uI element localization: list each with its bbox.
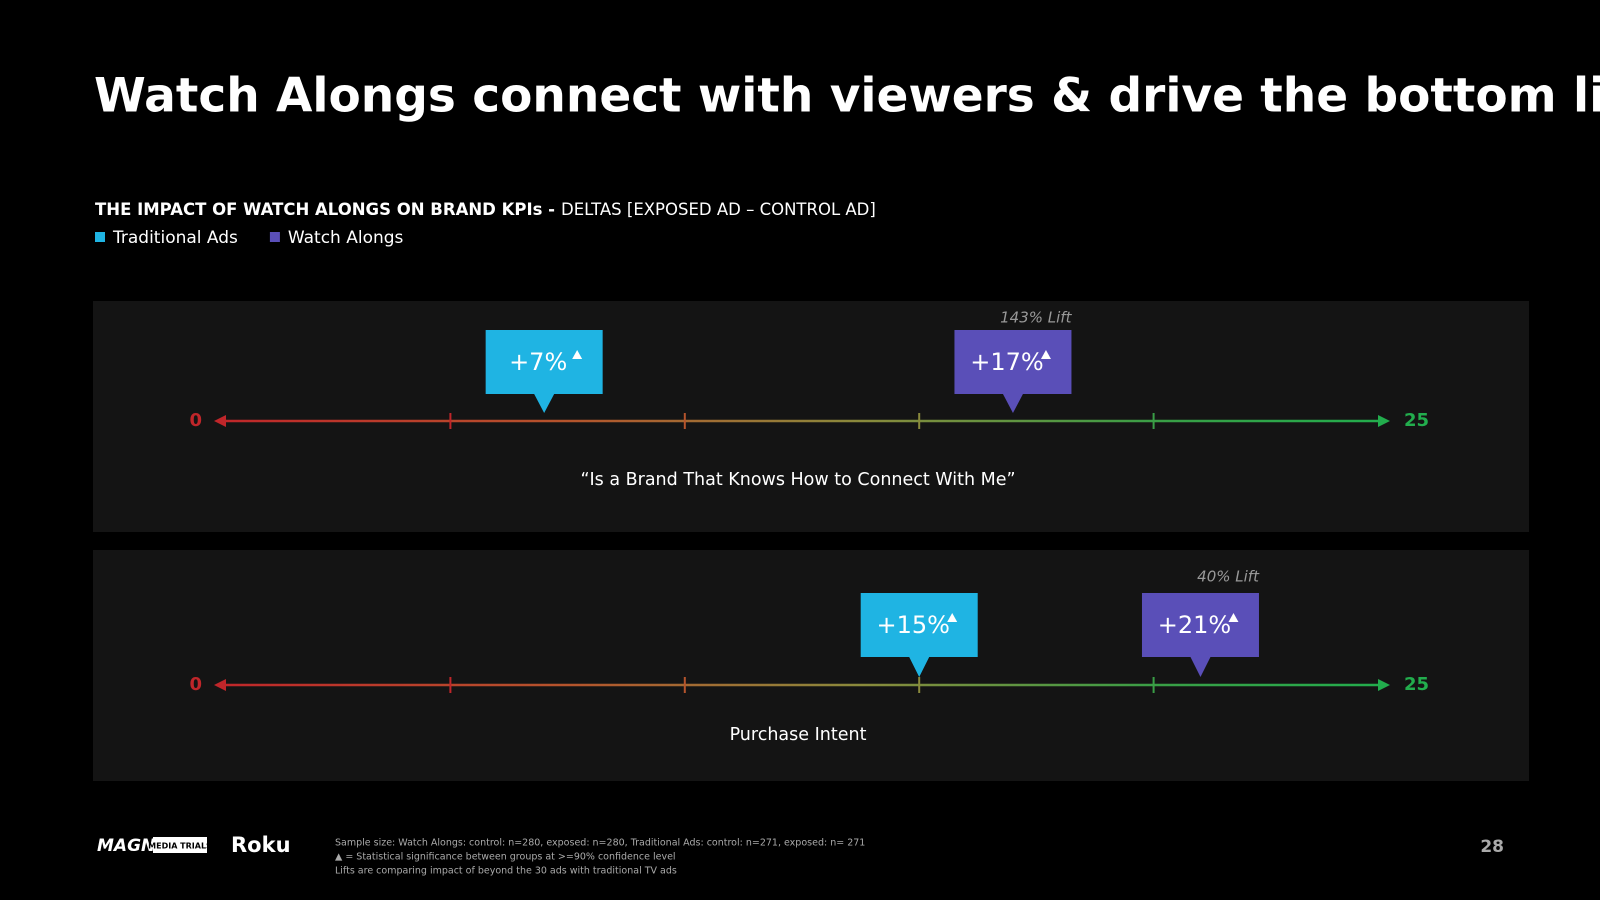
axis-arrow: [1378, 415, 1390, 427]
footnote: Sample size: Watch Alongs: control: n=28…: [335, 838, 865, 849]
media-trials-logo: MEDIA TRIALS: [148, 842, 212, 851]
lift-annotation: 40% Lift: [1197, 568, 1260, 586]
axis-arrow: [214, 679, 226, 691]
page-number: 28: [1480, 837, 1504, 857]
value-label: +7%: [509, 348, 567, 376]
tick-label: 25: [1404, 674, 1429, 695]
media-trials-badge: [153, 837, 207, 853]
value-label: +21%: [1158, 611, 1231, 639]
magna-logo: MAGNA: [97, 836, 168, 856]
roku-logo: Roku: [231, 833, 291, 857]
lift-annotation: 143% Lift: [1000, 309, 1072, 327]
value-marker: [485, 330, 603, 413]
chart-title: “Is a Brand That Knows How to Connect Wi…: [580, 470, 1015, 490]
legend-swatch: [95, 232, 105, 242]
subtitle: THE IMPACT OF WATCH ALONGS ON BRAND KPIs…: [95, 200, 876, 219]
value-marker: [1141, 593, 1259, 677]
chart-title: Purchase Intent: [730, 725, 867, 745]
chart-panel: [93, 301, 1529, 532]
tick-label: 25: [1404, 410, 1429, 431]
chart-panel: [93, 550, 1529, 781]
tick-label: 0: [189, 410, 202, 431]
axis-arrow: [1378, 679, 1390, 691]
legend-swatch: [269, 232, 280, 242]
significance-icon: [1228, 613, 1239, 622]
value-label: +17%: [970, 348, 1043, 376]
slide-title: Watch Alongs connect with viewers & driv…: [94, 69, 1600, 124]
value-label: +15%: [876, 611, 949, 639]
significance-icon: [1040, 350, 1051, 359]
significance-icon: [572, 350, 583, 359]
footnote: Lifts are comparing impact of beyond the…: [335, 866, 677, 877]
significance-icon: [947, 613, 958, 622]
value-marker: [860, 593, 978, 677]
legend-label: Watch Alongs: [288, 228, 404, 248]
tick-label: 0: [189, 674, 202, 695]
footnote: ▲ = Statistical significance between gro…: [335, 852, 676, 863]
subtitle-regular: DELTAS [EXPOSED AD – CONTROL AD]: [561, 200, 876, 219]
value-marker: [954, 330, 1072, 413]
axis-arrow: [214, 415, 226, 427]
legend-label: Traditional Ads: [112, 228, 238, 248]
subtitle-bold: THE IMPACT OF WATCH ALONGS ON BRAND KPIs…: [95, 200, 555, 219]
